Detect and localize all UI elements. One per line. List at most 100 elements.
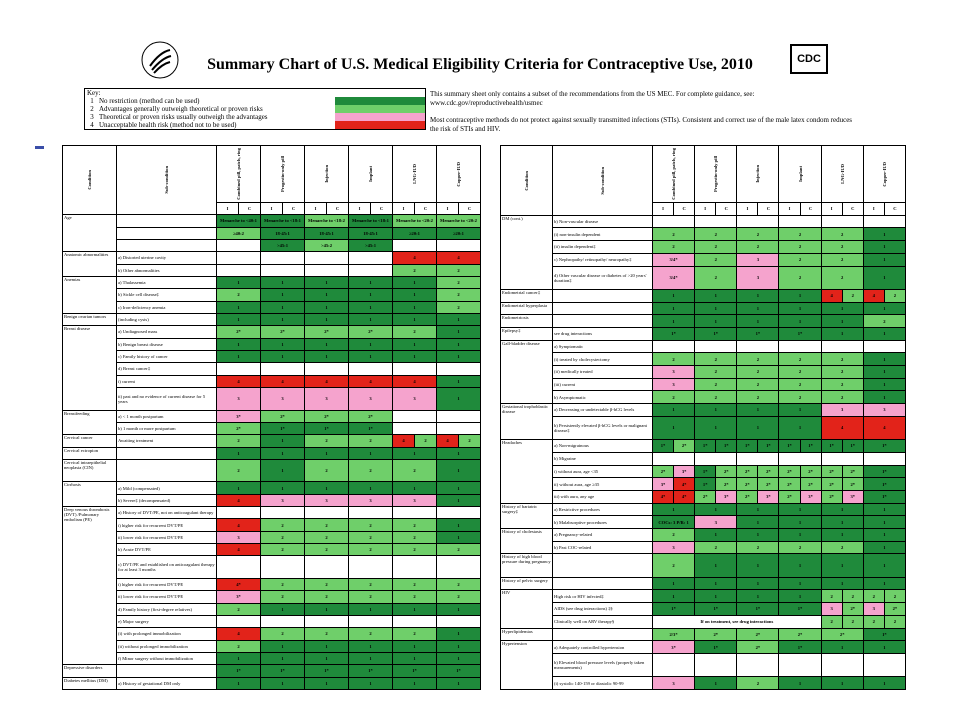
rating-cell bbox=[736, 451, 780, 466]
rating-cell: 1* bbox=[260, 664, 305, 678]
rating-cell: 2 bbox=[778, 352, 822, 367]
rating-cell: 3* bbox=[216, 590, 261, 604]
rating-cell: 2* bbox=[260, 325, 305, 339]
rating-cell: 1 bbox=[736, 314, 780, 328]
rating-cell: 2 bbox=[862, 314, 906, 328]
rating-cell: 2 bbox=[458, 434, 481, 448]
rating-cell bbox=[651, 451, 696, 466]
rating-cell bbox=[651, 652, 696, 678]
data-row: i) current 4 4 4 4 4 1 bbox=[63, 374, 481, 388]
sub-condition: a) History of gestational DM only bbox=[116, 676, 217, 691]
right-table: Condition Sub-condition Combined pill, pat… bbox=[500, 145, 906, 690]
rating-cell: 2* bbox=[778, 477, 801, 491]
sub-condition: a) < 1 month postpartum bbox=[116, 409, 217, 423]
rating-cell: 1 bbox=[304, 639, 349, 653]
sub-condition: i) current bbox=[116, 374, 217, 388]
rating-cell: 1 bbox=[216, 676, 261, 691]
rating-cell: 1* bbox=[694, 477, 717, 491]
rating-cell: 2* bbox=[799, 477, 822, 491]
rating-cell: 3 bbox=[348, 493, 393, 508]
ic-cell: I bbox=[651, 202, 675, 216]
ic-cell: I bbox=[436, 201, 459, 216]
data-row: Hypertension a) Adequately controlled hyp… bbox=[500, 640, 906, 690]
rating-cell: 1 bbox=[862, 377, 906, 392]
rating-cell: 1 bbox=[436, 676, 481, 691]
data-row: Breast disease a) Undiagnosed mass 2* 2* 2* 2… bbox=[62, 325, 481, 411]
ic-cell: I bbox=[392, 201, 415, 216]
rating-cell: 1 bbox=[260, 651, 305, 666]
data-row: (i) non-insulin dependent 2 2 2 2 2 1 bbox=[501, 227, 906, 242]
rating-cell: 1 bbox=[651, 415, 696, 441]
rating-cell: 1 bbox=[862, 576, 906, 591]
ic-cell: C bbox=[282, 201, 305, 216]
ic-cell: I bbox=[736, 202, 759, 216]
sub-condition: High risk or HIV infected‡ bbox=[552, 589, 653, 604]
key-row: 4 Unacceptable health risk (method not to… bbox=[85, 121, 425, 129]
sub-condition: (i) non-insulin dependent bbox=[552, 227, 653, 242]
data-row: c) Iron-deficiency anemia 1 1 1 1 1 2 bbox=[63, 300, 481, 314]
rating-cell: 2 bbox=[348, 458, 393, 483]
data-row: Gall-bladder disease a) Symptomatic bbox=[500, 339, 906, 405]
rating-cell: 1* bbox=[736, 439, 759, 453]
rating-cell: 2 bbox=[392, 458, 437, 483]
rating-cell: 2 bbox=[348, 577, 393, 592]
rating-cell bbox=[778, 214, 822, 229]
sub-condition: a) Pregnancy-related bbox=[552, 528, 653, 542]
data-row: Cervical ectropion 1 1 1 1 1 1 bbox=[62, 446, 481, 460]
rating-cell: 2 bbox=[778, 365, 822, 379]
rating-cell: 2 bbox=[260, 627, 305, 641]
rating-cell: 18-45:1 bbox=[260, 226, 305, 240]
rating-cell bbox=[436, 409, 481, 423]
rating-cell: 3/4* bbox=[651, 252, 696, 267]
rating-cell: 3* bbox=[799, 489, 822, 504]
rating-cell: 1 bbox=[260, 639, 305, 653]
rating-cell: 3* bbox=[651, 477, 675, 491]
rating-cell: 2* bbox=[304, 325, 349, 339]
header-cell: LNG-IUD bbox=[820, 145, 864, 203]
rating-cell: 1 bbox=[216, 300, 261, 314]
rating-cell: 2 bbox=[436, 577, 481, 592]
rating-cell: 1 bbox=[778, 288, 822, 303]
rating-cell: 1 bbox=[436, 639, 481, 653]
sub-condition bbox=[552, 288, 653, 303]
rating-cell: 1 bbox=[651, 502, 696, 517]
rating-cell bbox=[862, 451, 906, 466]
rating-cell: 1 bbox=[260, 312, 305, 327]
sub-condition: c) DVT/PE and established on anticoagula… bbox=[116, 555, 217, 579]
key-text: No restriction (method can be used) bbox=[99, 97, 200, 105]
header-text: Combined pill, patch, ring bbox=[671, 148, 677, 200]
sub-condition: i) higher risk for recurrent DVT/PE bbox=[116, 577, 217, 592]
rating-cell bbox=[862, 214, 906, 229]
rating-cell: 1 bbox=[260, 275, 305, 290]
rating-cell: 2* bbox=[736, 640, 780, 654]
rating-cell bbox=[216, 614, 261, 629]
rating-cell: 2 bbox=[694, 265, 738, 290]
rating-cell: 4 bbox=[216, 493, 261, 508]
rating-cell: 1 bbox=[651, 403, 696, 417]
rating-cell: 1 bbox=[260, 676, 305, 691]
rating-cell: 2 bbox=[778, 265, 822, 290]
rating-cell: 1* bbox=[862, 627, 906, 642]
sub-condition: (i) systolic 140-159 or diastolic 90-99 bbox=[552, 676, 653, 690]
rating-cell: >45:2 bbox=[304, 238, 349, 253]
rating-cell: 2 bbox=[392, 518, 437, 532]
header-cell: Sub-condition bbox=[552, 145, 653, 216]
data-row: b) Past COC-related 3 2 2 2 2 1 bbox=[501, 540, 906, 555]
data-row: d) Breast cancer‡ bbox=[63, 362, 481, 376]
rating-cell: 1 bbox=[348, 288, 393, 302]
rating-cell: 2 bbox=[392, 627, 437, 641]
sub-condition bbox=[552, 301, 653, 316]
rating-cell: 1 bbox=[862, 240, 906, 254]
rating-cell: 2 bbox=[216, 639, 261, 653]
rating-cell: 1 bbox=[736, 502, 780, 517]
rating-cell: 1 bbox=[862, 365, 906, 379]
rating-cell: 2* bbox=[778, 489, 801, 504]
condition: Cervical cancer bbox=[62, 434, 117, 448]
rating-cell: 4* bbox=[651, 489, 675, 504]
rating-cell bbox=[348, 614, 393, 629]
sub-condition: c) Nephropathy/ retinopathy/ neuropathy‡ bbox=[552, 252, 653, 267]
rating-cell: 2 bbox=[651, 390, 696, 405]
key-level: 4 bbox=[90, 121, 94, 129]
rating-cell: 3 bbox=[651, 676, 696, 690]
rating-cell: 2 bbox=[841, 614, 864, 629]
